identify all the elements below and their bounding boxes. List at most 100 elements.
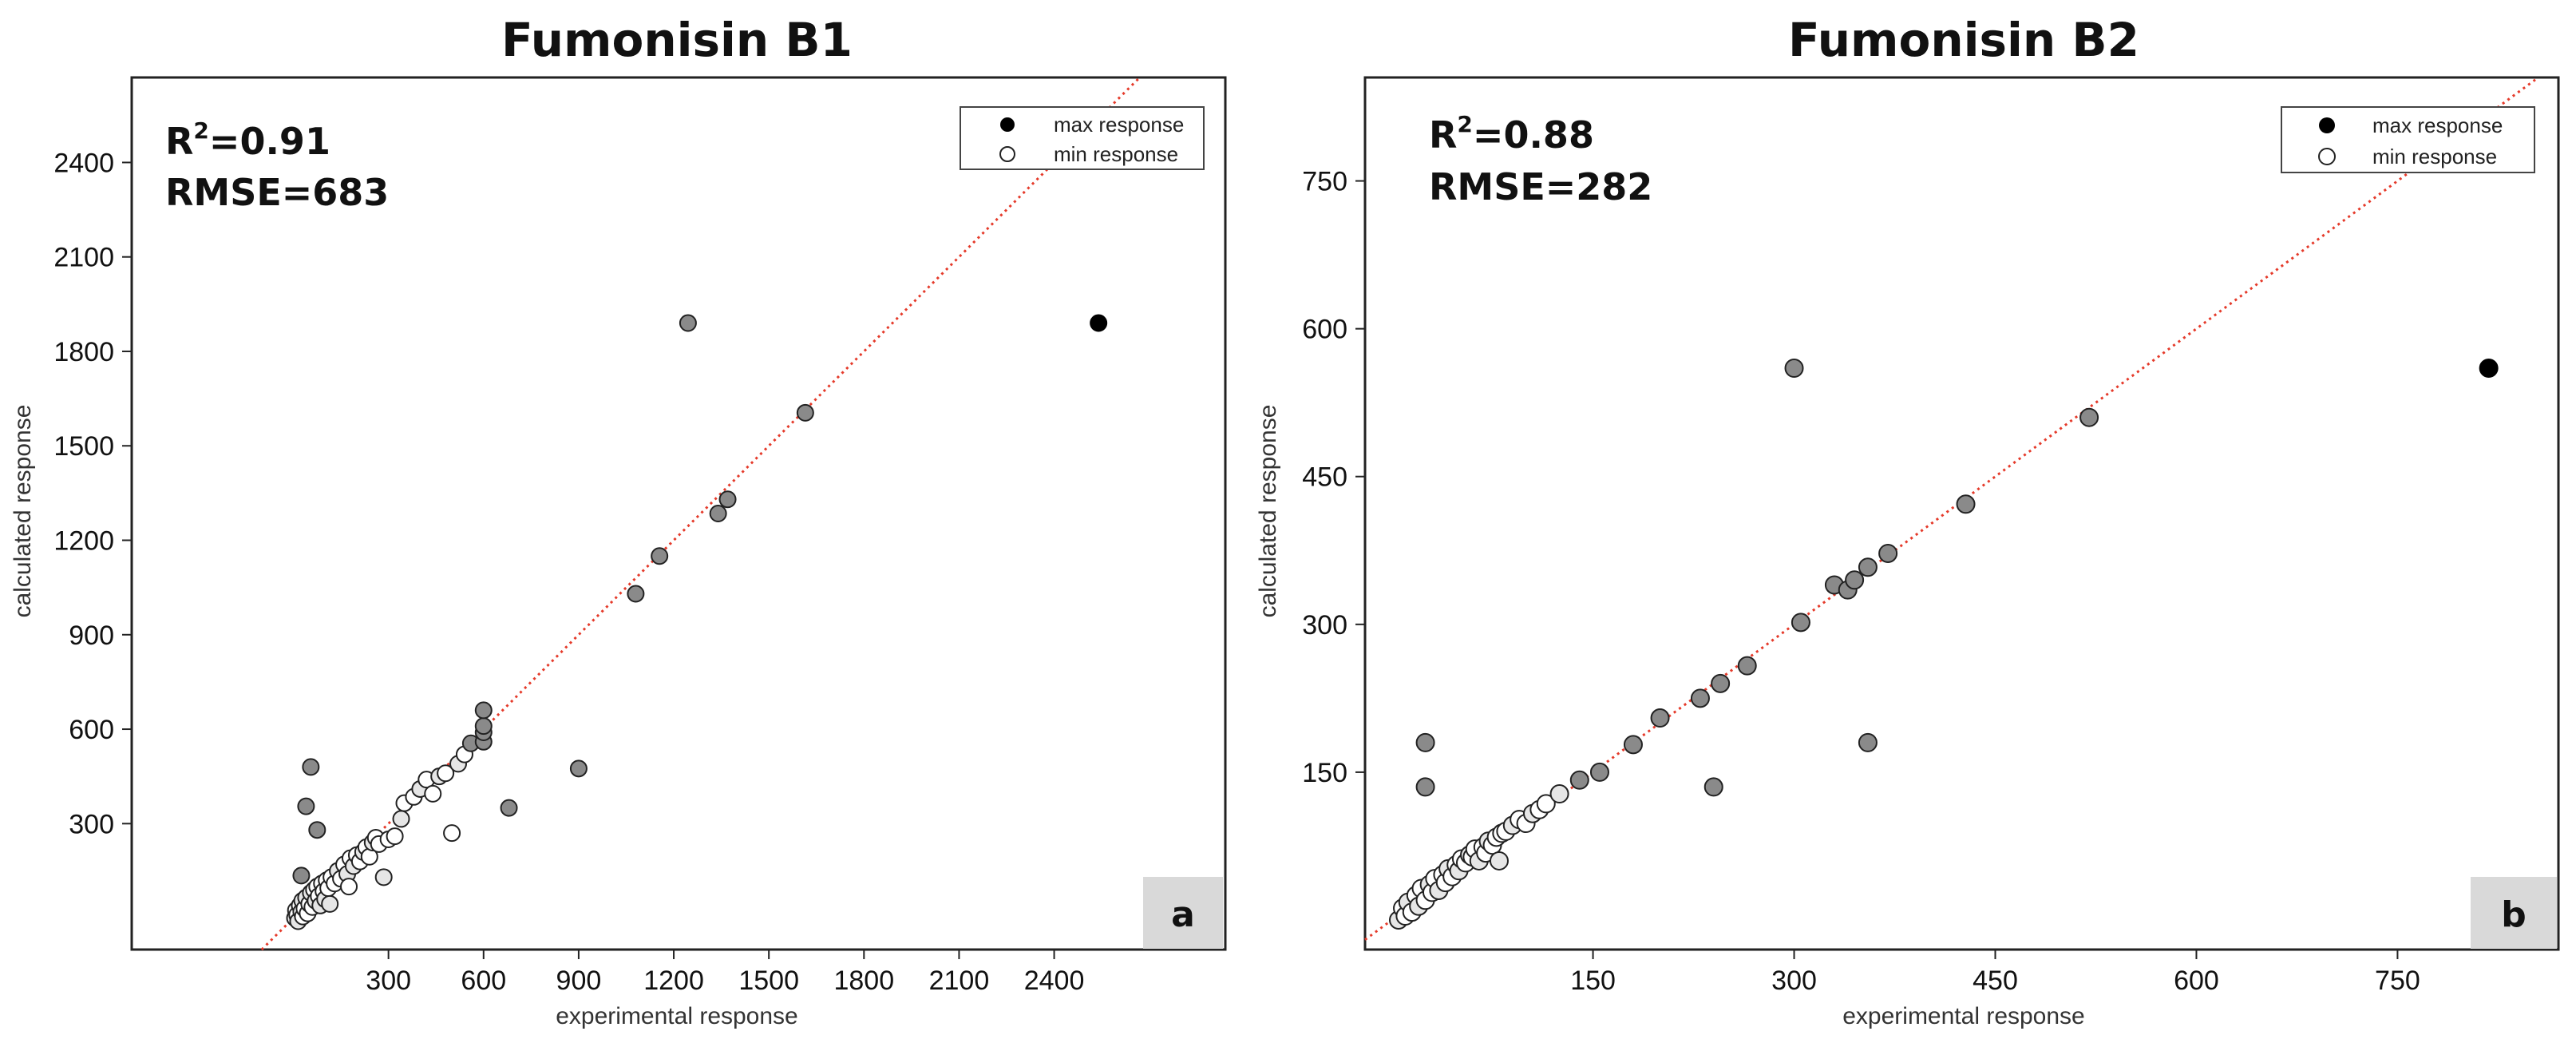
legend-marker-max [2319, 117, 2335, 133]
chart-title: Fumonisin B2 [1788, 13, 2139, 67]
data-point [474, 717, 493, 736]
data-point [292, 867, 311, 885]
data-point [709, 505, 727, 522]
data-point [437, 764, 455, 783]
legend: max response min response [2281, 106, 2535, 173]
data-point [1415, 732, 1435, 752]
legend-label-min: min response [2372, 145, 2497, 169]
x-tick-label: 1200 [643, 966, 704, 996]
data-point [392, 810, 410, 828]
svg-text:R2=0.91: R2=0.91 [165, 117, 330, 163]
data-point [796, 403, 814, 422]
r2-label: R [165, 120, 193, 163]
y-tick-label: 900 [69, 621, 114, 651]
data-point [374, 868, 393, 886]
legend-marker-max [1000, 117, 1015, 132]
y-tick-label: 600 [69, 715, 114, 745]
panel-label-box [2471, 877, 2557, 949]
data-point [1623, 735, 1643, 755]
x-tick-label: 2400 [1024, 966, 1085, 996]
data-point [1569, 770, 1589, 790]
x-tick-label: 750 [2375, 966, 2420, 996]
data-point [1650, 708, 1670, 728]
data-point [443, 824, 461, 843]
data-point [302, 758, 320, 776]
legend-label-max: max response [2372, 113, 2503, 137]
y-tick-label: 2400 [53, 148, 114, 178]
data-point [627, 585, 645, 603]
data-point [308, 821, 326, 839]
x-axis-label: experimental response [1842, 1003, 2085, 1029]
data-point [1845, 570, 1865, 590]
r2-value: =0.88 [1473, 113, 1594, 157]
data-point [651, 547, 669, 565]
legend-marker-min [2318, 148, 2336, 165]
data-point [1956, 494, 1976, 514]
data-point [1791, 613, 1810, 633]
x-tick-label: 1800 [833, 966, 894, 996]
rmse-label: RMSE=683 [165, 171, 389, 214]
data-point [1690, 688, 1710, 708]
data-point [1784, 359, 1804, 378]
plot-area [130, 76, 1227, 951]
data-point [474, 701, 493, 720]
data-point [340, 878, 358, 896]
chart-title: Fumonisin B1 [501, 13, 853, 67]
x-axis-label: experimental response [556, 1003, 798, 1029]
svg-text:R2=0.88: R2=0.88 [1429, 111, 1594, 157]
y-tick-label: 1800 [53, 337, 114, 367]
stats-box: R2=0.88 RMSE=282 [1429, 111, 1652, 208]
data-point [1711, 673, 1731, 693]
data-point [500, 799, 518, 817]
data-point [386, 827, 404, 846]
y-axis-label: calculated response [1255, 405, 1281, 618]
data-point [1703, 777, 1723, 797]
chart-fumonisin-b2: Fumonisin B2 150 300 450 600 750 150 300 450 600… [1255, 13, 2560, 1029]
x-tick-label: 150 [1570, 966, 1616, 996]
y-tick-label: 750 [1302, 167, 1347, 197]
stats-box: R2=0.91 RMSE=683 [165, 117, 389, 214]
rmse-label: RMSE=282 [1429, 165, 1652, 208]
y-tick-label: 300 [1302, 610, 1347, 640]
data-point [424, 784, 442, 803]
y-axis-label: calculated response [10, 405, 36, 618]
plot-area [1363, 76, 2560, 951]
y-tick-label: 150 [1302, 758, 1347, 788]
data-point [1858, 732, 1878, 752]
x-tick-label: 1500 [738, 966, 799, 996]
y-tick-label: 300 [69, 809, 114, 839]
r2-superscript: 2 [193, 117, 208, 144]
data-point [679, 314, 697, 332]
x-tick-label: 300 [366, 966, 411, 996]
x-tick-label: 450 [1973, 966, 2018, 996]
data-point [1549, 784, 1569, 804]
y-tick-label: 2100 [53, 243, 114, 273]
panel-label-box [1143, 877, 1223, 949]
legend-box [960, 106, 1205, 170]
panel-label: b [2501, 894, 2527, 935]
data-point [1589, 762, 1609, 782]
x-tick-label: 300 [1771, 966, 1817, 996]
data-point [1878, 543, 1898, 563]
x-tick-label: 600 [461, 966, 506, 996]
legend-label-max: max response [1054, 113, 1184, 137]
chart-fumonisin-b1: Fumonisin B1 300 600 900 1200 1500 1800 2100 24… [10, 13, 1227, 1029]
r2-superscript: 2 [1457, 111, 1472, 137]
r2-value: =0.91 [209, 120, 330, 163]
data-point [1737, 656, 1757, 676]
data-point [297, 797, 315, 815]
data-point [569, 759, 588, 778]
y-tick-label: 1200 [53, 526, 114, 557]
x-tick-label: 2100 [929, 966, 990, 996]
panel-label: a [1171, 894, 1195, 935]
legend-marker-min [999, 146, 1015, 162]
r2-label: R [1429, 113, 1457, 157]
x-tick-label: 900 [556, 966, 602, 996]
y-tick-label: 600 [1302, 315, 1347, 345]
x-tick-label: 600 [2174, 966, 2219, 996]
data-point [1536, 794, 1556, 814]
data-point [2079, 407, 2099, 427]
data-point [718, 490, 737, 509]
y-tick-label: 1500 [53, 431, 114, 462]
